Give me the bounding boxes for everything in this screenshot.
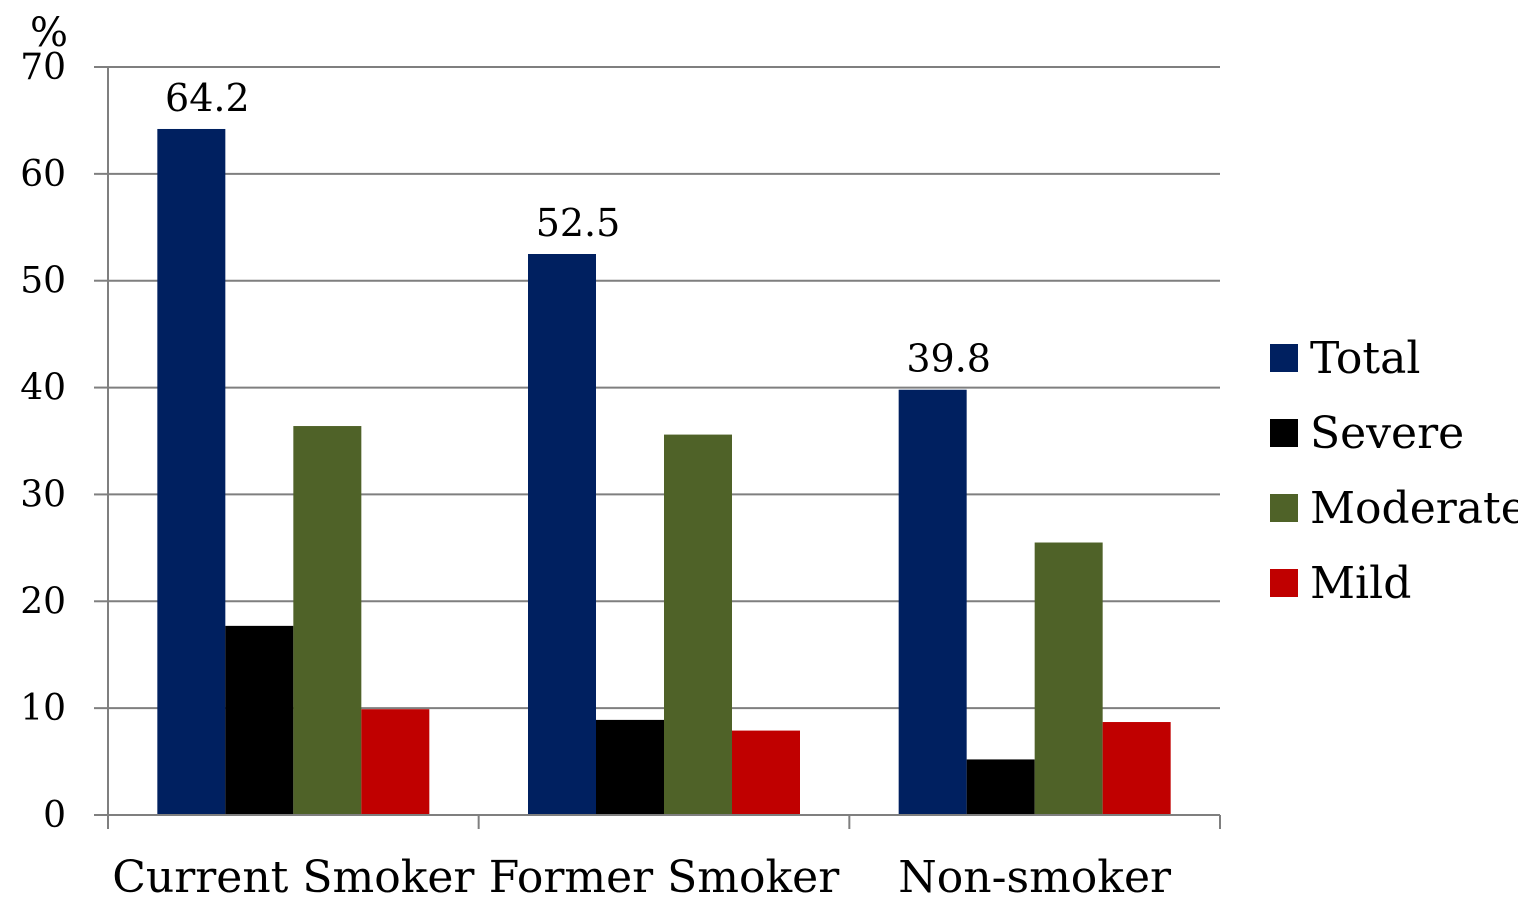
legend-label-moderate: Moderate [1310, 483, 1518, 534]
bars [157, 128, 1171, 815]
legend-swatch-moderate [1270, 494, 1298, 522]
x-category-label: Former Smoker [489, 852, 840, 898]
bar-mild-0 [361, 709, 430, 815]
legend-swatch-mild [1270, 569, 1298, 597]
y-tick-label: 60 [20, 154, 66, 195]
x-category-label: Non-smoker [898, 852, 1172, 898]
bar-severe-0 [225, 625, 294, 815]
y-tick-label: 40 [20, 368, 66, 409]
y-tick-label: 10 [20, 688, 66, 729]
bar-mild-1 [732, 730, 800, 815]
bar-mild-2 [1102, 722, 1171, 815]
y-tick-label: 70 [20, 47, 66, 88]
bar-severe-2 [966, 759, 1035, 815]
legend-label-total: Total [1310, 333, 1420, 384]
bar-moderate-2 [1034, 542, 1103, 815]
bar-moderate-1 [664, 434, 732, 815]
bar-total-1 [528, 254, 596, 815]
legend-swatch-total [1270, 344, 1298, 372]
axes [94, 66, 1221, 829]
legend-swatch-severe [1270, 419, 1298, 447]
y-tick-label: 0 [43, 795, 66, 836]
bar-moderate-0 [293, 426, 362, 815]
data-label-total: 39.8 [906, 337, 991, 381]
data-labels: 64.2 52.5 39.8 [165, 76, 991, 381]
bar-severe-1 [596, 719, 664, 815]
y-tick-label: 30 [20, 474, 66, 515]
bar-total-0 [157, 128, 226, 815]
y-tick-label: 20 [20, 581, 66, 622]
legend: Total Severe Moderate Mild [1270, 333, 1518, 609]
legend-label-mild: Mild [1310, 558, 1411, 609]
data-label-total: 52.5 [536, 201, 621, 245]
y-tick-label: 50 [20, 261, 66, 302]
y-tick-labels: 0 10 20 30 40 50 60 70 [20, 47, 66, 836]
y-axis-unit-label: % [30, 10, 68, 56]
x-category-label: Current Smoker [112, 852, 475, 898]
legend-label-severe: Severe [1310, 408, 1464, 459]
data-label-total: 64.2 [165, 76, 250, 120]
bar-total-2 [898, 389, 967, 815]
x-category-labels: Current Smoker Former Smoker Non-smoker [112, 852, 1172, 898]
